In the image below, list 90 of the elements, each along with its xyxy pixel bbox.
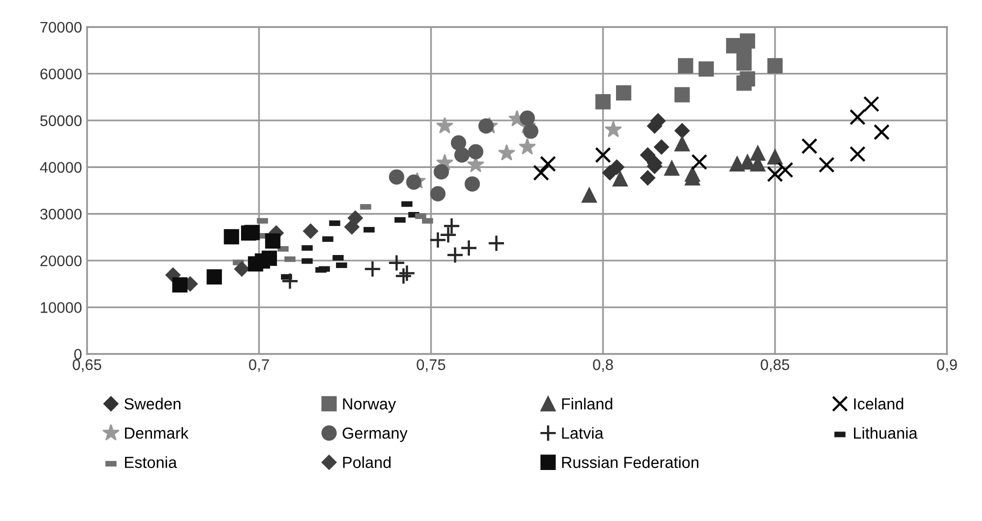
point [767, 58, 783, 74]
y-tick-label: 60000 [40, 68, 82, 80]
point [874, 124, 890, 140]
y-tick-label: 40000 [40, 162, 82, 173]
point [172, 277, 188, 292]
point [730, 156, 745, 172]
legend-label: Iceland [854, 398, 904, 410]
point [406, 174, 422, 190]
point [398, 264, 416, 282]
x-tick-label: 0,7 [248, 359, 269, 372]
point [684, 166, 700, 182]
point [394, 267, 412, 285]
point [540, 156, 556, 172]
point [498, 144, 516, 161]
legend-label: Poland [343, 456, 391, 468]
x-tick-label: 0,8 [592, 359, 613, 372]
point [850, 146, 866, 162]
point [863, 96, 880, 112]
point [674, 136, 690, 152]
point [464, 176, 480, 192]
point [442, 217, 460, 235]
point [767, 149, 783, 165]
point [244, 224, 260, 240]
point [640, 147, 656, 163]
legend-label: Latvia [562, 427, 604, 439]
point [303, 224, 318, 239]
legend-label: Norway [343, 398, 396, 413]
legend-label: Lithuania [854, 427, 918, 439]
x-tick-label: 0,65 [72, 359, 102, 372]
point [595, 94, 611, 110]
point [450, 135, 466, 150]
y-tick-label: 50000 [40, 115, 82, 126]
legend-label: Russian Federation [562, 456, 698, 468]
point [594, 146, 612, 164]
point [736, 55, 752, 71]
point [698, 61, 714, 77]
point [736, 75, 752, 91]
point [224, 229, 240, 244]
point [468, 144, 484, 160]
legend-label: Finland [562, 398, 612, 410]
point [777, 162, 794, 178]
y-tick-label: 10000 [40, 302, 82, 313]
point [678, 58, 694, 74]
legend-label: Denmark [125, 427, 189, 439]
point [234, 261, 250, 277]
point [740, 154, 756, 170]
point [850, 109, 866, 126]
point [388, 169, 404, 185]
point [664, 160, 680, 176]
point [434, 164, 449, 180]
x-tick-label: 0,75 [416, 359, 446, 372]
y-tick-label: 0 [74, 348, 82, 360]
y-tick-label: 20000 [40, 255, 82, 266]
x-tick-label: 0,85 [760, 359, 790, 372]
point [616, 85, 632, 101]
point [518, 138, 536, 154]
point [674, 123, 690, 138]
point [523, 124, 538, 139]
point [654, 139, 670, 155]
point [460, 239, 478, 257]
point [281, 272, 299, 290]
point [254, 253, 270, 269]
point [533, 164, 550, 181]
point [640, 170, 656, 186]
point [612, 171, 628, 186]
point [818, 156, 835, 173]
point [364, 260, 382, 278]
point [609, 160, 624, 175]
point [446, 246, 464, 264]
point [265, 233, 280, 249]
point [344, 219, 360, 235]
y-tick-label: 30000 [40, 208, 82, 220]
point [691, 154, 708, 170]
point [388, 254, 406, 272]
legend-label: Estonia [125, 456, 178, 468]
x-tick-label: 0,9 [936, 359, 957, 372]
point [478, 118, 494, 134]
point [430, 186, 446, 202]
point [488, 234, 506, 252]
y-tick-label: 70000 [40, 22, 82, 33]
point [766, 166, 784, 182]
point [801, 138, 818, 154]
point [604, 120, 622, 138]
legend-label: Germany [342, 427, 408, 442]
point [674, 87, 690, 102]
point [520, 110, 535, 126]
point [436, 117, 454, 134]
legend-label: Sweden [124, 398, 180, 410]
point [582, 188, 597, 203]
point [206, 269, 222, 285]
